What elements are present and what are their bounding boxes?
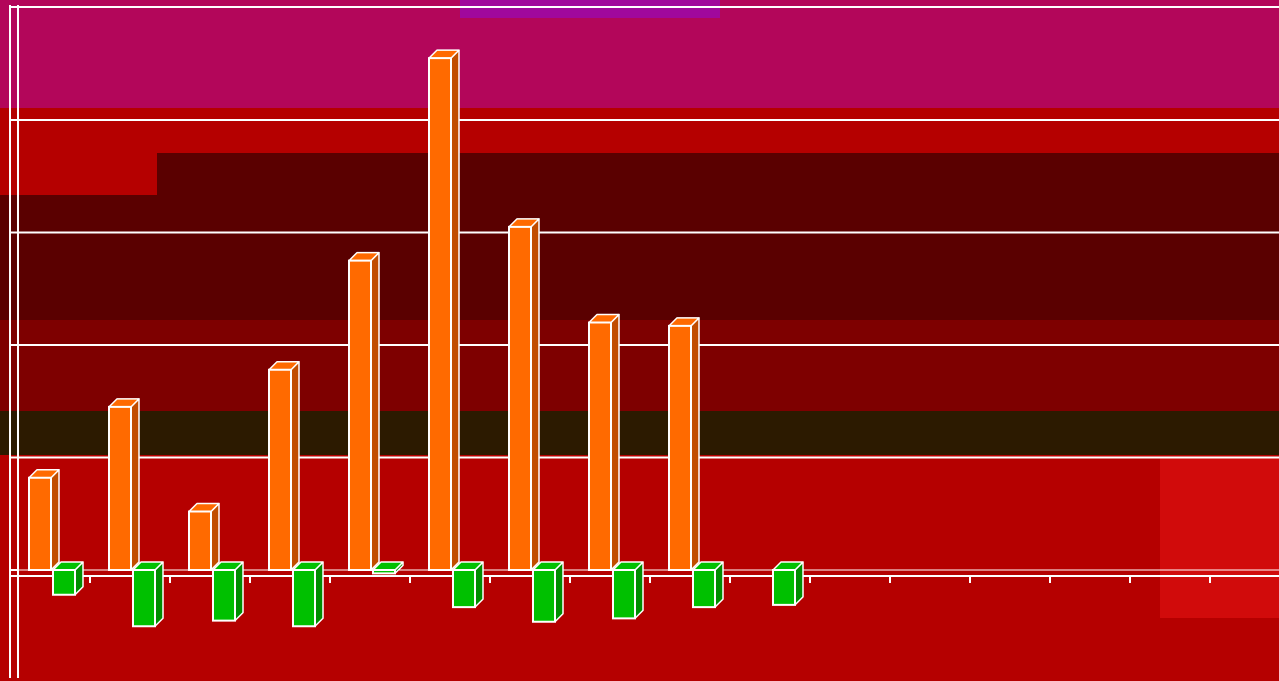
background-band-red — [0, 108, 1279, 153]
bar-side — [610, 313, 620, 571]
bar — [532, 569, 556, 623]
bar-side — [210, 502, 220, 571]
background-band-bright-red — [1160, 458, 1279, 618]
bar — [52, 569, 76, 596]
bar-side — [634, 561, 644, 620]
bar — [692, 569, 716, 609]
bar-side — [234, 561, 244, 622]
bar-side — [690, 317, 700, 571]
bar — [108, 405, 132, 571]
bar — [132, 569, 156, 628]
background-band-dark-brown — [0, 411, 1279, 455]
bar-side — [370, 251, 380, 571]
bar — [212, 569, 236, 622]
bar — [28, 476, 52, 571]
bar-side — [450, 49, 460, 571]
bar — [372, 569, 396, 575]
bar-side — [554, 561, 564, 623]
background-band-red-left — [0, 153, 157, 195]
bar — [508, 225, 532, 571]
bar — [772, 569, 796, 606]
background-band-purple-strip — [460, 0, 720, 18]
bar-side — [50, 469, 60, 571]
background-band-mid-red — [0, 320, 1279, 412]
bar — [292, 569, 316, 628]
bar — [188, 510, 212, 571]
bar — [268, 368, 292, 571]
bar — [348, 259, 372, 571]
background-band-magenta — [0, 0, 1279, 108]
bar-side — [530, 218, 540, 571]
bar — [428, 57, 452, 571]
bar — [668, 324, 692, 571]
bar — [612, 569, 636, 620]
bar — [452, 569, 476, 609]
bar-side — [154, 561, 164, 627]
bar-side — [290, 361, 300, 571]
bar — [588, 321, 612, 571]
bar-side — [130, 398, 140, 571]
bar-side — [314, 561, 324, 627]
